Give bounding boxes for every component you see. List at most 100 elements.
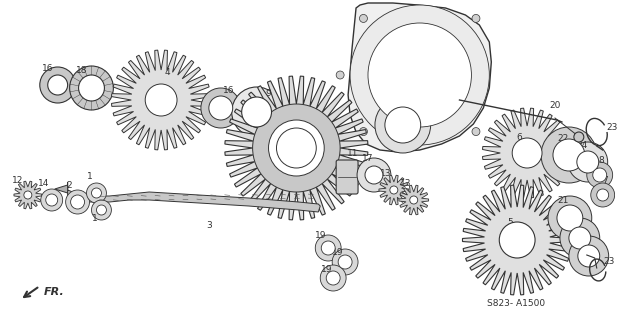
Text: 6: 6 (516, 132, 522, 141)
Circle shape (541, 127, 597, 183)
Circle shape (577, 151, 599, 173)
Circle shape (321, 241, 335, 255)
Circle shape (253, 104, 340, 192)
Text: 4: 4 (164, 68, 170, 76)
Circle shape (597, 189, 609, 201)
Polygon shape (462, 185, 572, 295)
Circle shape (499, 222, 535, 258)
Circle shape (472, 128, 480, 136)
Text: 2: 2 (67, 180, 72, 189)
Circle shape (569, 227, 591, 249)
Polygon shape (348, 3, 491, 152)
Circle shape (320, 265, 346, 291)
Text: 1: 1 (87, 172, 92, 180)
FancyBboxPatch shape (336, 160, 358, 194)
Circle shape (78, 75, 104, 101)
Circle shape (357, 158, 391, 192)
Circle shape (70, 66, 113, 110)
Circle shape (232, 87, 281, 137)
Circle shape (91, 188, 101, 198)
Circle shape (591, 183, 615, 207)
Text: 5: 5 (507, 218, 513, 227)
Polygon shape (67, 182, 320, 212)
Circle shape (326, 271, 340, 285)
Circle shape (145, 84, 177, 116)
Text: 19: 19 (321, 266, 332, 275)
Text: 3: 3 (206, 220, 212, 229)
Text: 12: 12 (12, 175, 23, 185)
Circle shape (209, 96, 233, 120)
Circle shape (336, 71, 344, 79)
Circle shape (24, 191, 32, 199)
Circle shape (385, 107, 421, 143)
Text: 17: 17 (362, 154, 374, 163)
Text: 19: 19 (332, 247, 344, 257)
Circle shape (315, 235, 341, 261)
Text: 13: 13 (380, 169, 392, 178)
Circle shape (40, 67, 75, 103)
Circle shape (368, 23, 472, 127)
Circle shape (48, 75, 67, 95)
Text: 22: 22 (557, 133, 569, 142)
Circle shape (360, 14, 368, 22)
Circle shape (242, 97, 271, 127)
Circle shape (410, 196, 418, 204)
Circle shape (553, 139, 585, 171)
Circle shape (368, 23, 472, 127)
Circle shape (512, 138, 542, 168)
Circle shape (66, 190, 90, 214)
Text: 8: 8 (599, 156, 604, 164)
Circle shape (41, 189, 62, 211)
Polygon shape (55, 185, 67, 193)
Text: 21: 21 (557, 196, 569, 204)
Circle shape (350, 5, 489, 145)
Circle shape (593, 168, 607, 182)
Circle shape (390, 186, 398, 194)
Circle shape (96, 205, 106, 215)
Text: 20: 20 (549, 100, 561, 109)
Circle shape (568, 142, 607, 182)
Circle shape (578, 245, 599, 267)
Polygon shape (111, 50, 211, 150)
Circle shape (201, 88, 240, 128)
Text: 15: 15 (567, 215, 578, 225)
Circle shape (472, 14, 480, 22)
Circle shape (269, 120, 324, 176)
Text: 23: 23 (606, 123, 617, 132)
Text: 16: 16 (223, 85, 234, 94)
Polygon shape (483, 108, 572, 198)
Circle shape (586, 162, 612, 188)
Circle shape (91, 200, 111, 220)
Text: 24: 24 (576, 140, 588, 149)
Circle shape (87, 183, 106, 203)
Polygon shape (14, 181, 42, 209)
Circle shape (70, 195, 85, 209)
Text: 14: 14 (38, 179, 49, 188)
Circle shape (375, 97, 431, 153)
Text: 13: 13 (400, 179, 412, 188)
Text: 9: 9 (266, 89, 271, 98)
Circle shape (557, 205, 583, 231)
Polygon shape (225, 76, 368, 220)
Polygon shape (379, 175, 408, 205)
Circle shape (271, 123, 321, 173)
Circle shape (574, 132, 584, 142)
Circle shape (338, 255, 352, 269)
Circle shape (548, 196, 592, 240)
Circle shape (360, 128, 368, 136)
Circle shape (365, 166, 383, 184)
Text: 11: 11 (347, 148, 359, 157)
Circle shape (46, 194, 57, 206)
Text: 19: 19 (315, 230, 326, 239)
Circle shape (332, 249, 358, 275)
Text: S823- A1500: S823- A1500 (488, 299, 546, 308)
Circle shape (276, 128, 316, 168)
Text: 16: 16 (42, 63, 54, 73)
Text: FR.: FR. (44, 287, 64, 297)
Text: 1: 1 (91, 213, 98, 222)
Text: 18: 18 (76, 66, 87, 75)
Circle shape (385, 40, 454, 110)
Text: 7: 7 (602, 175, 607, 185)
Circle shape (569, 236, 609, 276)
Text: 10: 10 (576, 234, 588, 243)
